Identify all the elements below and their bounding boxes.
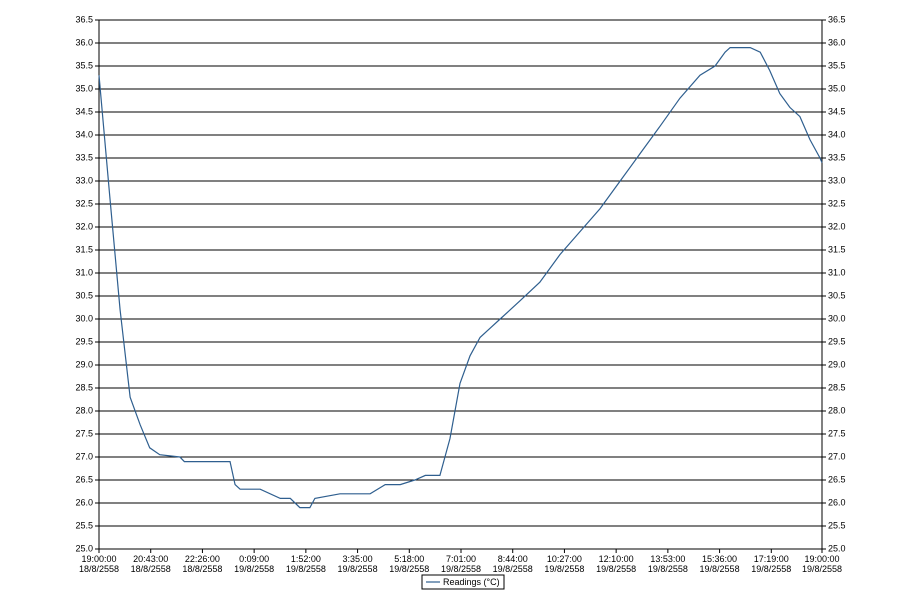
y2-tick-label: 27.0: [828, 451, 846, 461]
x-tick-label: 1:52:00 19/8/2558: [285, 554, 326, 574]
y2-tick-label: 32.0: [828, 221, 846, 231]
x-tick-label: 0:09:00 19/8/2558: [234, 554, 275, 574]
y2-tick-label: 25.0: [828, 543, 846, 553]
y2-tick-label: 26.0: [828, 497, 846, 507]
y2-tick-label: 27.5: [828, 428, 846, 438]
y2-tick-label: 36.0: [828, 37, 846, 47]
y-tick-label: 36.5: [75, 14, 93, 24]
x-tick-label: 7:01:00 19/8/2558: [440, 554, 482, 574]
y-tick-label: 30.5: [75, 290, 93, 300]
y-tick-label: 36.0: [75, 37, 93, 47]
x-tick-label: 10:27:00 19/8/2558: [544, 554, 585, 574]
x-tick-label: 17:19:00 19/8/2558: [751, 554, 792, 574]
y2-tick-label: 26.5: [828, 474, 846, 484]
y2-tick-label: 31.5: [828, 244, 846, 254]
y-tick-label: 32.5: [75, 198, 93, 208]
y2-tick-label: 33.5: [828, 152, 846, 162]
data-line: [98, 46, 823, 509]
y-tick-label: 32.0: [75, 221, 93, 231]
y2-tick-label: 34.5: [828, 106, 846, 116]
y-tick-label: 26.5: [75, 474, 93, 484]
y2-tick-label: 29.5: [828, 336, 846, 346]
y2-tick-label: 35.0: [828, 83, 846, 93]
x-tick-label: 12:10:00 19/8/2558: [596, 554, 637, 574]
y2-tick-label: 30.5: [828, 290, 846, 300]
y-tick-label: 33.0: [75, 175, 93, 185]
y-tick-label: 25.5: [75, 520, 93, 530]
x-tick-label: 3:35:00 19/8/2558: [337, 554, 378, 574]
y-tick-label: 28.0: [75, 405, 93, 415]
y-tick-label: 29.0: [75, 359, 93, 369]
x-tick-label: 13:53:00 19/8/2558: [647, 554, 688, 574]
y-tick-label: 34.0: [75, 129, 93, 139]
x-tick-label: 22:26:00 18/8/2558: [182, 554, 223, 574]
y2-tick-label: 33.0: [828, 175, 846, 185]
y-tick-label: 27.5: [75, 428, 93, 438]
x-tick-label: 15:36:00 19/8/2558: [699, 554, 740, 574]
y-tick-label: 31.5: [75, 244, 93, 254]
legend-label: Readings (°C): [443, 577, 500, 587]
y2-tick-label: 35.5: [828, 60, 846, 70]
y2-tick-label: 28.5: [828, 382, 846, 392]
y-tick-label: 26.0: [75, 497, 93, 507]
y2-tick-label: 32.5: [828, 198, 846, 208]
y-tick-label: 33.5: [75, 152, 93, 162]
y2-tick-label: 25.5: [828, 520, 846, 530]
y2-tick-label: 30.0: [828, 313, 846, 323]
y-tick-label: 35.5: [75, 60, 93, 70]
y-tick-label: 31.0: [75, 267, 93, 277]
x-tick-label: 20:43:00 18/8/2558: [130, 554, 171, 574]
x-tick-label: 19:00:00 19/8/2558: [801, 554, 843, 574]
y-tick-label: 35.0: [75, 83, 93, 93]
x-tick-label: 5:18:00 19/8/2558: [389, 554, 430, 574]
legend-box: [421, 574, 505, 590]
y-tick-label: 30.0: [75, 313, 93, 323]
y-tick-label: 29.5: [75, 336, 93, 346]
y2-tick-label: 28.0: [828, 405, 846, 415]
y-tick-label: 28.5: [75, 382, 93, 392]
y-tick-label: 34.5: [75, 106, 93, 116]
y-tick-label: 27.0: [75, 451, 93, 461]
y2-tick-label: 29.0: [828, 359, 846, 369]
y2-tick-label: 31.0: [828, 267, 846, 277]
y-tick-label: 25.0: [75, 543, 93, 553]
y2-tick-label: 34.0: [828, 129, 846, 139]
y2-tick-label: 36.5: [828, 14, 846, 24]
x-tick-label: 8:44:00 19/8/2558: [492, 554, 533, 574]
x-tick-label: 19:00:00 18/8/2558: [78, 554, 120, 574]
